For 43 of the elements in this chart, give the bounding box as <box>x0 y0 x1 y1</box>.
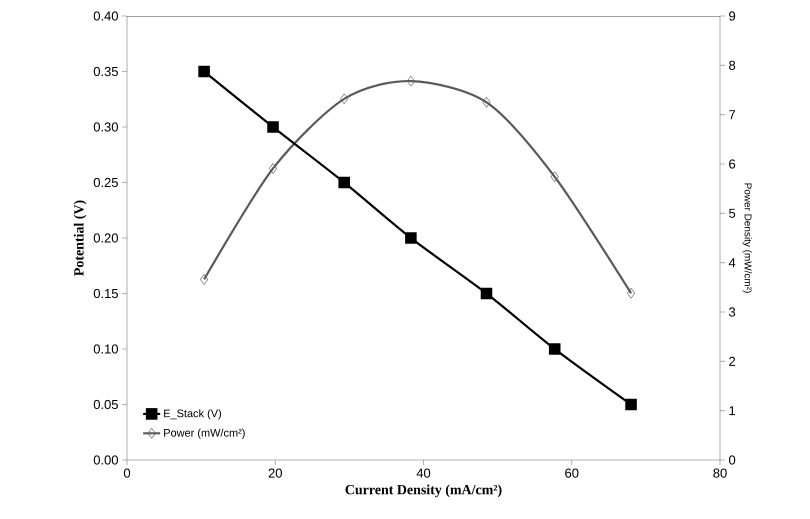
y2-tick-label: 9 <box>729 11 736 21</box>
point <box>406 76 415 86</box>
x-tick-label: 80 <box>713 468 727 478</box>
x-axis-title: Current Density (mA/cm²) <box>346 484 502 498</box>
point <box>200 274 208 285</box>
y-tick-label: 0.30 <box>94 122 118 132</box>
y-tick-label: 0.40 <box>94 11 118 21</box>
y2-tick-label: 3 <box>729 307 736 317</box>
y-axis-title: Potential (V) <box>74 200 86 276</box>
y2-tick-label: 8 <box>729 60 736 70</box>
y-tick-label: 0.25 <box>94 178 118 188</box>
point <box>482 97 491 108</box>
x-tick-label: 40 <box>416 468 430 478</box>
legend-label: E_Stack (V) <box>164 409 222 420</box>
y-tick-label: 0.05 <box>94 400 118 410</box>
y-tick-label: 0.10 <box>94 344 118 354</box>
point <box>405 232 417 244</box>
point <box>198 66 210 78</box>
y2-axis-title: Power Density (mW/cm²) <box>742 183 752 293</box>
point <box>627 288 636 299</box>
point <box>550 172 559 182</box>
legend-label: Power (mW/cm²) <box>164 428 245 439</box>
y-tick-label: 0.15 <box>94 288 118 298</box>
y2-tick-label: 6 <box>729 159 736 169</box>
y2-tick-label: 5 <box>729 208 736 218</box>
x-tick-label: 20 <box>268 468 282 478</box>
y2-tick-label: 0 <box>729 455 736 465</box>
point <box>267 121 279 133</box>
point <box>625 398 637 410</box>
y2-tick-label: 7 <box>729 110 736 120</box>
point <box>340 94 348 104</box>
y-tick-label: 0.20 <box>94 233 118 243</box>
x-tick-label: 0 <box>124 468 130 478</box>
point <box>338 176 350 188</box>
point <box>268 163 278 174</box>
x-tick-label: 60 <box>565 468 578 478</box>
point <box>480 288 492 300</box>
y2-tick-label: 4 <box>728 258 736 268</box>
y2-tick-label: 1 <box>730 406 736 416</box>
point <box>548 343 560 355</box>
y-tick-label: 0.00 <box>94 455 118 465</box>
y-tick-label: 0.35 <box>94 66 118 76</box>
y2-tick-label: 2 <box>729 356 736 366</box>
